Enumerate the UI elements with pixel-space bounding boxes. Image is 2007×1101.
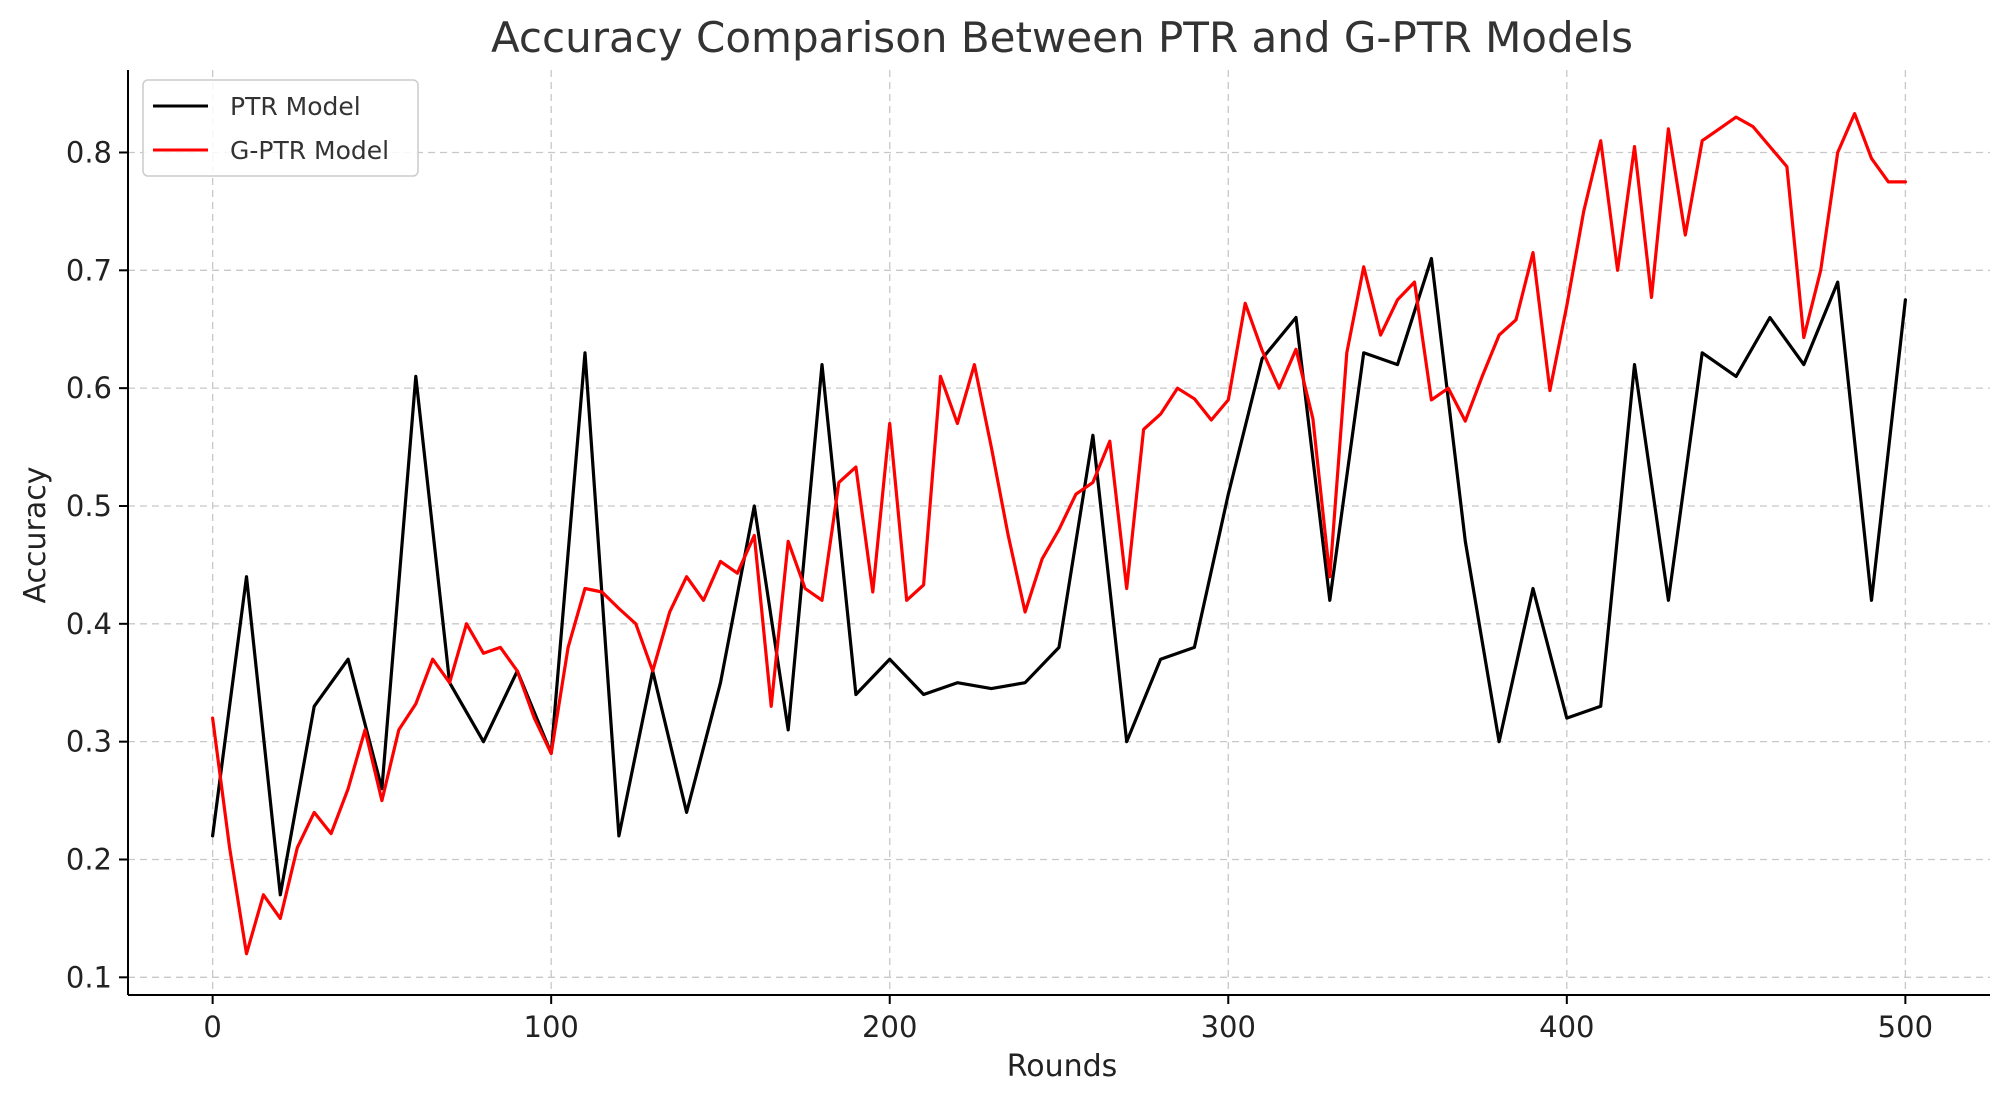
legend: PTR Model G-PTR Model [142,79,419,177]
x-tick-label: 500 [1878,1010,1933,1044]
series-line-ptr [211,256,1908,897]
y-tick-label: 0.3 [66,725,112,759]
chart-title: Accuracy Comparison Between PTR and G-PT… [491,13,1633,62]
y-tick-label: 0.2 [66,842,112,876]
x-axis-label: Rounds [1007,1049,1118,1084]
x-tick-label: 100 [524,1010,579,1044]
y-tick-label: 0.5 [66,489,112,523]
axes: 0 100 200 300 400 500 0.1 0.2 0.3 0.4 0.5 0.6 0.7 0.8 [66,70,1990,1044]
x-tick-label: 400 [1539,1010,1594,1044]
legend-label-gptr: G-PTR Model [230,136,389,165]
y-tick-label: 0.4 [66,607,112,641]
grid [128,70,1990,995]
x-tick-label: 200 [862,1010,917,1044]
legend-frame [142,79,419,177]
series-layer [211,111,1908,956]
x-tick-label: 0 [203,1010,221,1044]
legend-label-ptr: PTR Model [230,92,361,121]
y-tick-label: 0.1 [66,960,112,994]
series-line-gptr [211,111,1908,956]
y-axis-label: Accuracy [18,467,53,604]
y-tick-label: 0.8 [66,135,112,169]
y-tick-label: 0.7 [66,253,112,287]
y-tick-label: 0.6 [66,371,112,405]
x-tick-label: 300 [1201,1010,1256,1044]
